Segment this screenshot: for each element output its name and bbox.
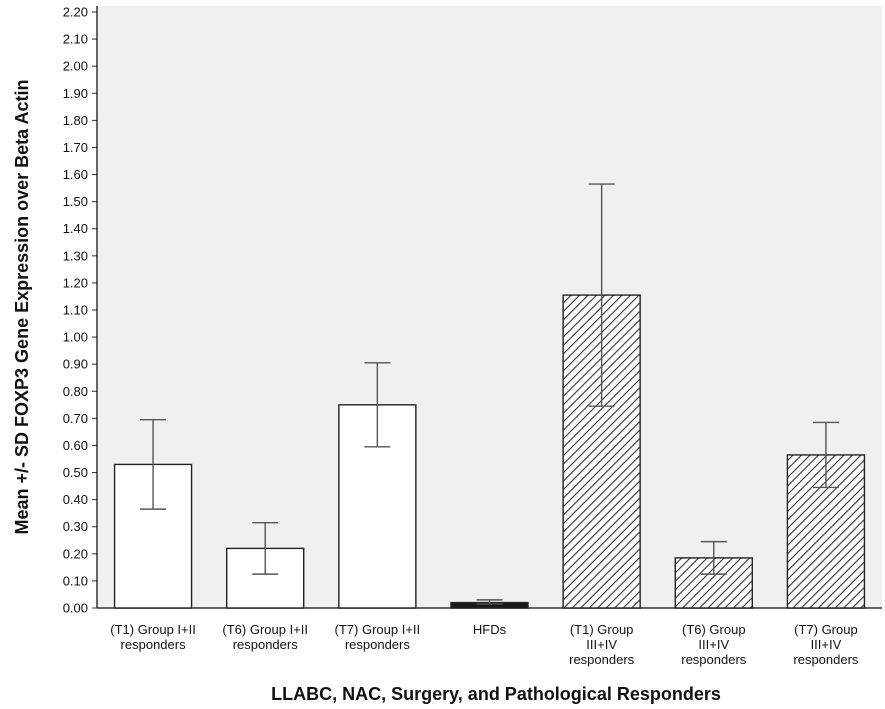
y-axis-title: Mean +/- SD FOXP3 Gene Expression over B…: [12, 80, 32, 535]
x-tick-label: HFDs: [473, 622, 507, 637]
y-tick-label: 0.60: [63, 438, 88, 453]
x-tick-label-line: III+IV: [698, 637, 729, 652]
y-tick-label: 1.80: [63, 113, 88, 128]
y-tick-label: 1.00: [63, 330, 88, 345]
y-axis: 0.00 0.10 0.20 0.30 0.40 0.50 0.60 0.70 0.80 0.90…: [63, 5, 882, 616]
x-tick-label-line: (T7) Group: [794, 622, 858, 637]
x-tick-label: (T1) Group I+II responders: [110, 622, 196, 652]
x-tick-label-line: (T7) Group I+II: [335, 622, 421, 637]
x-tick-label-line: responders: [793, 652, 859, 667]
x-tick-label-line: responders: [345, 637, 411, 652]
x-axis-title: LLABC, NAC, Surgery, and Pathological Re…: [271, 684, 721, 704]
y-tick-label: 0.30: [63, 519, 88, 534]
x-tick-label-line: (T6) Group: [682, 622, 746, 637]
x-tick-label-line: responders: [681, 652, 747, 667]
y-tick-label: 1.90: [63, 86, 88, 101]
y-tick-label: 1.50: [63, 194, 88, 209]
x-tick-label-line: responders: [121, 637, 187, 652]
y-tick-label: 1.20: [63, 275, 88, 290]
x-tick-label: (T6) Group I+II responders: [222, 622, 308, 652]
y-tick-label: 1.40: [63, 221, 88, 236]
x-tick-label: (T7) Group I+II responders: [335, 622, 421, 652]
y-tick-label: 0.10: [63, 573, 88, 588]
y-tick-label: 0.50: [63, 465, 88, 480]
plot-area: [97, 6, 882, 608]
y-tick-label: 2.20: [63, 5, 88, 20]
y-tick-label: 1.60: [63, 167, 88, 182]
x-tick-label-line: (T6) Group I+II: [222, 622, 308, 637]
x-tick-label-line: III+IV: [811, 637, 842, 652]
x-tick-label-line: III+IV: [586, 637, 617, 652]
x-tick-label: (T1) Group III+IV responders: [569, 622, 635, 667]
x-axis-categories: (T1) Group I+II responders(T6) Group I+II…: [110, 622, 859, 667]
y-tick-label: 0.00: [63, 601, 88, 616]
x-tick-label-line: responders: [233, 637, 299, 652]
y-tick-label: 2.10: [63, 32, 88, 47]
x-tick-label-line: (T1) Group I+II: [110, 622, 196, 637]
x-tick-label: (T6) Group III+IV responders: [681, 622, 747, 667]
y-tick-label: 1.30: [63, 248, 88, 263]
y-tick-label: 0.70: [63, 411, 88, 426]
y-tick-label: 0.80: [63, 384, 88, 399]
x-tick-label-line: HFDs: [473, 622, 507, 637]
bars-group: [113, 183, 866, 609]
y-tick-label: 0.90: [63, 357, 88, 372]
y-tick-label: 1.10: [63, 303, 88, 318]
x-tick-label-line: responders: [569, 652, 635, 667]
x-tick-label-line: (T1) Group: [570, 622, 634, 637]
y-tick-label: 0.40: [63, 492, 88, 507]
y-tick-label: 2.00: [63, 59, 88, 74]
y-tick-label: 0.20: [63, 546, 88, 561]
x-tick-label: (T7) Group III+IV responders: [793, 622, 859, 667]
y-tick-label: 1.70: [63, 140, 88, 155]
